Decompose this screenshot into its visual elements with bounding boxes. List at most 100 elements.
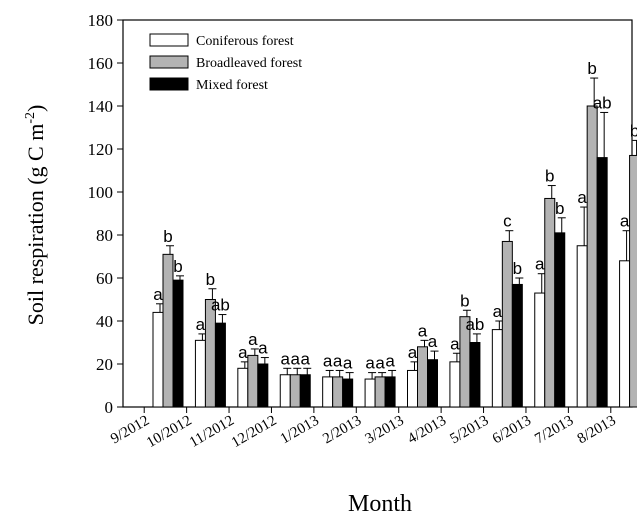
bar-broadleaved <box>544 197 556 408</box>
significance-label: a <box>418 321 428 340</box>
x-tick-label: 12/2012 <box>229 413 280 451</box>
bar-coniferous <box>449 361 461 408</box>
significance-labels-layer: abbababaaaaaaaaaaaaaaaababacbabbabababb <box>153 59 637 373</box>
significance-label: b <box>163 227 172 246</box>
legend-label: Coniferous forest <box>196 34 294 49</box>
significance-label: a <box>333 351 343 370</box>
bar-coniferous <box>152 311 164 408</box>
significance-label: a <box>238 343 248 362</box>
legend-swatch <box>149 33 189 47</box>
y-tick-label: 60 <box>96 269 113 288</box>
legend-swatch <box>149 55 189 69</box>
x-tick-label: 3/2013 <box>363 413 407 448</box>
significance-label: ab <box>593 93 612 112</box>
significance-label: c <box>503 212 512 231</box>
significance-label: a <box>428 332 438 351</box>
bar-mixed <box>257 363 269 408</box>
y-axis-title-superscript: -2 <box>23 112 38 124</box>
bar-mixed <box>596 157 608 408</box>
bar-mixed <box>384 376 396 408</box>
bar-coniferous <box>279 374 291 408</box>
significance-label: b <box>630 121 637 140</box>
y-tick-label: 120 <box>88 140 114 159</box>
y-tick-label: 100 <box>88 183 114 202</box>
bar-coniferous <box>322 376 334 408</box>
bar-coniferous <box>491 329 503 408</box>
x-tick-label: 6/2013 <box>490 413 534 448</box>
bar-coniferous <box>194 339 206 408</box>
y-tick-label: 40 <box>96 312 113 331</box>
x-tick-label: 2/2013 <box>320 413 364 448</box>
bar-mixed <box>427 359 438 408</box>
y-tick-label: 0 <box>105 398 114 417</box>
y-tick-label: 180 <box>88 11 114 30</box>
x-tick-label: 10/2012 <box>144 413 195 451</box>
significance-label: a <box>450 334 460 353</box>
significance-label: a <box>493 302 503 321</box>
significance-label: a <box>248 330 258 349</box>
significance-label: a <box>535 255 545 274</box>
significance-label: a <box>281 349 291 368</box>
bar-broadleaved <box>417 346 428 408</box>
bars-layer <box>152 77 637 408</box>
legend-label: Broadleaved forest <box>196 56 302 71</box>
x-tick-label: 7/2013 <box>532 413 576 448</box>
significance-label: a <box>301 349 311 368</box>
bar-broadleaved <box>629 154 637 408</box>
bar-mixed <box>172 279 184 408</box>
x-tick-label: 8/2013 <box>575 413 619 448</box>
y-axis-title-main: Soil respiration (g C m <box>23 124 48 326</box>
bar-mixed <box>214 322 226 408</box>
bar-broadleaved <box>586 105 598 408</box>
legend-swatch <box>149 77 189 91</box>
significance-label: b <box>587 59 596 78</box>
significance-label: a <box>196 315 206 334</box>
bar-mixed <box>342 378 354 408</box>
y-tick-label: 160 <box>88 54 114 73</box>
significance-label: a <box>343 354 353 373</box>
bar-broadleaved <box>332 376 344 408</box>
y-tick-label: 140 <box>88 97 114 116</box>
x-tick-label: 5/2013 <box>447 413 491 448</box>
bar-broadleaved <box>289 374 301 408</box>
bar-coniferous <box>407 369 418 408</box>
significance-label: b <box>513 259 522 278</box>
significance-label: ab <box>465 315 484 334</box>
bar-coniferous <box>237 367 249 408</box>
significance-label: a <box>258 339 268 358</box>
bar-coniferous <box>534 292 546 408</box>
significance-label: b <box>555 199 564 218</box>
legend-label: Mixed forest <box>196 78 268 93</box>
significance-label: b <box>545 167 554 186</box>
bar-coniferous <box>364 378 376 408</box>
significance-label: b <box>206 270 215 289</box>
bar-mixed <box>299 374 311 408</box>
y-axis-title-close: ) <box>23 105 48 112</box>
significance-label: a <box>323 351 333 370</box>
significance-label: a <box>408 343 418 362</box>
significance-label: a <box>385 351 395 370</box>
bar-broadleaved <box>162 253 174 408</box>
bar-mixed <box>511 283 523 408</box>
significance-label: a <box>153 285 163 304</box>
bar-broadleaved <box>374 376 386 408</box>
bar-coniferous <box>619 260 631 408</box>
legend: Coniferous forest Broadleaved forest Mixed… <box>149 33 302 93</box>
y-axis-title: Soil respiration (g C m-2) <box>23 105 48 326</box>
x-tick-label: 1/2013 <box>278 413 322 448</box>
significance-label: a <box>291 349 301 368</box>
bar-broadleaved <box>501 240 513 408</box>
significance-label: a <box>620 212 630 231</box>
significance-label: ab <box>211 296 230 315</box>
significance-label: b <box>173 257 182 276</box>
bar-mixed <box>469 342 481 408</box>
significance-label: a <box>577 188 587 207</box>
bar-coniferous <box>576 245 588 408</box>
significance-label: b <box>460 291 469 310</box>
x-tick-label: 9/2012 <box>108 413 152 448</box>
significance-label: a <box>375 354 385 373</box>
bar-broadleaved <box>247 354 259 408</box>
bar-broadleaved <box>204 299 216 408</box>
x-axis-title: Month <box>348 491 412 517</box>
